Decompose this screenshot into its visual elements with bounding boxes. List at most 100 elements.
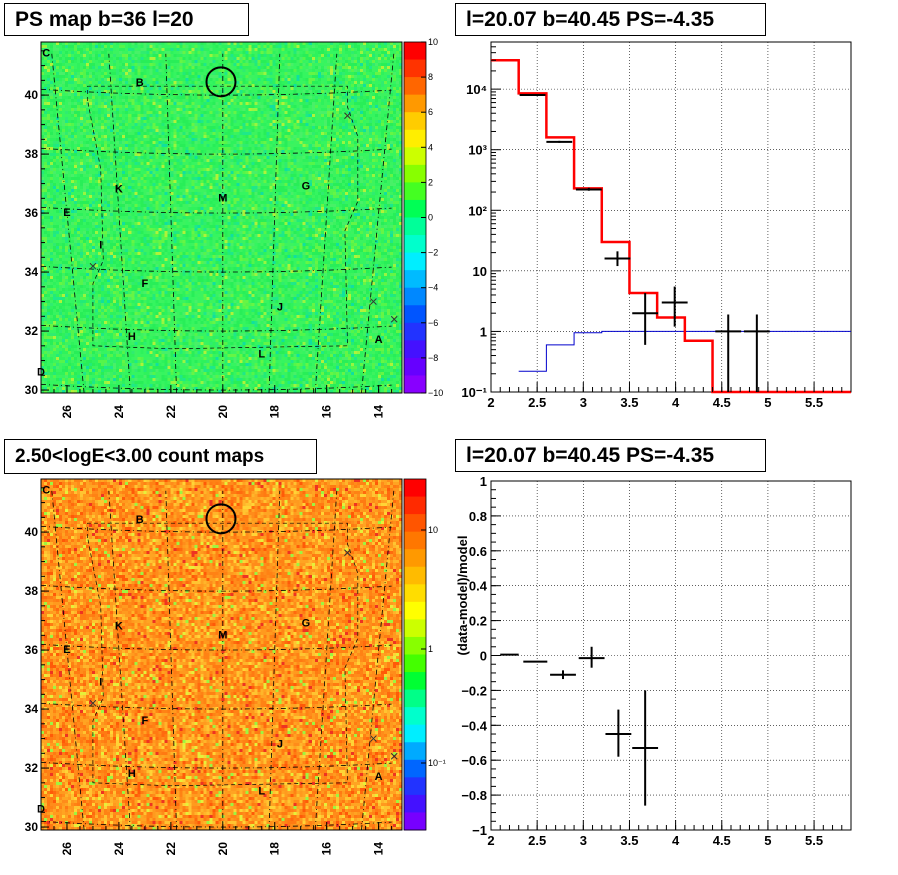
x-tick-label: 5.5 bbox=[805, 395, 823, 410]
grid-latitude-line bbox=[40, 702, 392, 710]
grid-latitude-line bbox=[40, 324, 392, 332]
y-tick-label: 38 bbox=[25, 147, 39, 161]
colorbar-segment bbox=[404, 287, 426, 306]
grid-longitude-line bbox=[51, 490, 85, 831]
region-label: K bbox=[115, 183, 123, 195]
x-tick-label: 4.5 bbox=[713, 833, 731, 848]
colorbar-tick-label: −2 bbox=[428, 248, 438, 258]
region-label: H bbox=[128, 331, 136, 343]
y-tick-label: 0 bbox=[480, 649, 487, 664]
source-marker bbox=[390, 752, 398, 760]
grid-longitude-line bbox=[268, 53, 281, 394]
colorbar-segment bbox=[404, 566, 426, 585]
grid-longitude-line bbox=[108, 490, 131, 831]
region-label: C bbox=[42, 48, 50, 60]
source-marker bbox=[89, 699, 97, 707]
colorbar-segment bbox=[404, 164, 426, 183]
region-label: E bbox=[63, 644, 70, 656]
map-pixels bbox=[41, 479, 402, 830]
data-point bbox=[550, 670, 576, 680]
region-outline bbox=[87, 522, 359, 787]
region-label: M bbox=[218, 192, 227, 204]
colorbar-frame bbox=[403, 478, 427, 831]
y-tick-label: −0.2 bbox=[461, 683, 487, 698]
x-tick-label: 4 bbox=[672, 395, 680, 410]
colorbar-segment bbox=[404, 742, 426, 761]
x-tick-label: 5.5 bbox=[805, 833, 823, 848]
y-tick-label: 10² bbox=[468, 203, 487, 218]
data-point bbox=[661, 286, 688, 327]
y-tick-label: −1 bbox=[472, 823, 487, 838]
colorbar-tick-label: 10⁻¹ bbox=[428, 758, 446, 768]
grid-latitude-line bbox=[40, 584, 392, 592]
colorbar-tick-label: −8 bbox=[428, 353, 438, 363]
x-tick-label: 2.5 bbox=[528, 395, 546, 410]
colorbar-segment bbox=[404, 129, 426, 148]
colorbar-segment bbox=[404, 549, 426, 568]
y-tick-label: 36 bbox=[25, 206, 39, 220]
x-tick-label: 3.5 bbox=[620, 395, 638, 410]
x-tick-label: 2.5 bbox=[528, 833, 546, 848]
data-point bbox=[743, 314, 770, 392]
y-tick-label: 0.4 bbox=[469, 579, 488, 594]
x-tick-label: 5 bbox=[764, 395, 771, 410]
y-tick-label: 36 bbox=[25, 643, 39, 657]
x-tick-label: 24 bbox=[112, 842, 126, 856]
colorbar-segment bbox=[404, 357, 426, 376]
colorbar-segment bbox=[404, 812, 426, 831]
data-point bbox=[578, 646, 605, 668]
region-label: B bbox=[136, 77, 144, 89]
residual-panel: 2 2.5 3 3.5 4 4.5 5 5.5 −1 −0.8 −0.6 −0.4 −0.2 0 0.2 0.… bbox=[455, 474, 852, 848]
colorbar-segment bbox=[404, 42, 426, 61]
colorbar-tick-label: 10 bbox=[428, 37, 438, 47]
colorbar-segment bbox=[404, 375, 426, 394]
x-tick-label: 24 bbox=[112, 405, 126, 419]
region-label: M bbox=[218, 629, 227, 641]
colorbar-tick-label: −10 bbox=[428, 388, 443, 398]
region-label: H bbox=[128, 768, 136, 780]
y-tick-label: −0.8 bbox=[461, 788, 487, 803]
grid-longitude-line bbox=[314, 53, 338, 394]
colorbar-segment bbox=[404, 619, 426, 638]
background-model-line bbox=[518, 330, 851, 372]
region-label: C bbox=[42, 485, 50, 497]
colorbar-segment bbox=[404, 759, 426, 778]
count-map-panel: C B K M G E I F J H A L D 26 24 22 20 18 16 14 30 32 34 36 38 40 1… bbox=[25, 478, 446, 856]
y-tick-label: 10⁻¹ bbox=[461, 385, 487, 400]
y-tick-label: −0.6 bbox=[461, 753, 487, 768]
y-axis-label: (data-model)/model bbox=[455, 536, 470, 656]
data-point bbox=[632, 293, 659, 345]
data-point bbox=[604, 251, 631, 267]
x-tick-label: 3 bbox=[580, 833, 587, 848]
y-tick-label: 30 bbox=[25, 383, 39, 397]
colorbar-segment bbox=[404, 584, 426, 603]
y-tick-label: 40 bbox=[25, 525, 39, 539]
grid-latitude-line bbox=[40, 147, 392, 155]
region-label: A bbox=[375, 771, 383, 783]
colorbar bbox=[404, 42, 426, 394]
x-tick-label: 22 bbox=[164, 842, 178, 856]
region-label: E bbox=[63, 207, 70, 219]
colorbar-tick-label: −4 bbox=[428, 283, 438, 293]
region-label: J bbox=[277, 301, 283, 313]
grid-longitude-line bbox=[268, 490, 281, 831]
x-tick-label: 16 bbox=[320, 405, 334, 419]
colorbar-segment bbox=[404, 707, 426, 726]
colorbar-segment bbox=[404, 235, 426, 254]
region-label: D bbox=[37, 366, 45, 378]
data-point bbox=[519, 94, 546, 97]
grid-latitude-line bbox=[40, 820, 392, 828]
colorbar-segment bbox=[404, 182, 426, 201]
plot-frame bbox=[490, 41, 852, 393]
colorbar-tick-label: 8 bbox=[428, 72, 433, 82]
colorbar-segment bbox=[404, 147, 426, 166]
x-tick-label: 20 bbox=[216, 405, 230, 419]
colorbar-segment bbox=[404, 689, 426, 708]
colorbar-segment bbox=[404, 794, 426, 813]
y-tick-label: 0.2 bbox=[469, 614, 487, 629]
residual-title: l=20.07 b=40.45 PS=-4.35 bbox=[455, 439, 766, 472]
region-label: L bbox=[258, 349, 265, 361]
y-tick-label: 34 bbox=[25, 265, 39, 279]
x-tick-label: 3.5 bbox=[620, 833, 638, 848]
